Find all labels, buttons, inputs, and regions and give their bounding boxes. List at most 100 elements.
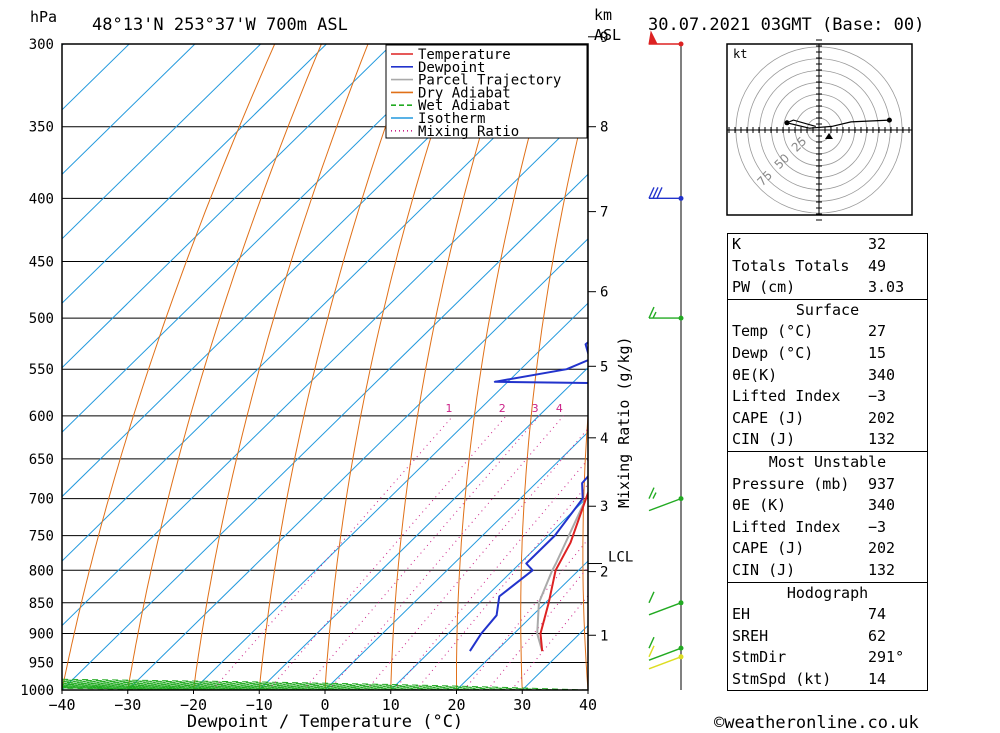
indices-value: −3 bbox=[868, 517, 887, 536]
isotherm-line bbox=[62, 44, 327, 304]
pressure-tick-label: 600 bbox=[29, 409, 54, 425]
wind-barb-half-feather bbox=[652, 311, 657, 319]
x-tick-label: −30 bbox=[114, 696, 141, 714]
height-tick-label: 9 bbox=[600, 30, 608, 46]
pressure-tick-label: 300 bbox=[29, 37, 54, 53]
indices-row: PW (cm) 3.03 bbox=[728, 277, 927, 299]
indices-label: EH bbox=[732, 605, 751, 624]
indices-row: Lifted Index −3 bbox=[728, 386, 927, 408]
wind-barb-feather bbox=[652, 187, 659, 199]
indices-label: Pressure (mb) bbox=[732, 474, 850, 493]
legend-entry: Isotherm bbox=[418, 111, 485, 127]
indices-row: StmSpd (kt) 14 bbox=[728, 669, 927, 691]
dry-adiabat-line bbox=[520, 92, 588, 690]
hodograph-end-dot bbox=[886, 117, 892, 123]
height-tick-label: 6 bbox=[600, 285, 608, 301]
isotherm-line bbox=[62, 44, 525, 498]
indices-section-title: Surface bbox=[795, 300, 860, 319]
x-tick-label: −40 bbox=[48, 696, 75, 714]
mixing-ratio-label: 3 bbox=[532, 402, 539, 415]
pressure-tick-label: 1000 bbox=[20, 683, 54, 699]
hodograph-unit-label: kt bbox=[733, 47, 747, 61]
dry-adiabat-line bbox=[969, 44, 1000, 690]
dry-adiabat-line bbox=[62, 44, 276, 690]
legend-entry: Mixing Ratio bbox=[418, 124, 519, 140]
indices-section-title: Hodograph bbox=[786, 583, 869, 602]
indices-label: PW (cm) bbox=[732, 278, 796, 297]
indices-row: θE(K) 340 bbox=[728, 365, 927, 387]
isotherm-line bbox=[456, 560, 588, 690]
pressure-tick-label: 850 bbox=[29, 596, 54, 612]
height-tick-label: 5 bbox=[600, 359, 608, 375]
pressure-tick-label: 750 bbox=[29, 529, 54, 545]
wet-adiabat-line bbox=[62, 681, 483, 690]
x-axis-label: Dewpoint / Temperature (°C) bbox=[187, 712, 463, 732]
wind-barb-staff bbox=[648, 497, 682, 512]
x-tick-label: 0 bbox=[320, 696, 329, 714]
indices-value: 937 bbox=[868, 474, 896, 493]
mixing-ratio-label: 16 bbox=[680, 402, 694, 415]
wind-barb-feather bbox=[648, 645, 655, 658]
mixing-ratio-label: 10 bbox=[634, 402, 648, 415]
indices-row: Dewp (°C) 15 bbox=[728, 343, 927, 365]
indices-label: StmDir bbox=[732, 648, 787, 667]
indices-row: CAPE (J) 202 bbox=[728, 408, 927, 430]
mixing-ratio-label: 4 bbox=[556, 402, 563, 415]
valid-time-title: 30.07.2021 03GMT (Base: 00) bbox=[648, 15, 924, 35]
isotherm-line bbox=[62, 44, 196, 176]
wind-barb-half-feather bbox=[652, 492, 657, 499]
dry-adiabat-line bbox=[582, 409, 588, 690]
height-tick-label: 2 bbox=[600, 565, 608, 581]
indices-value: 132 bbox=[868, 560, 896, 579]
wet-adiabat-line bbox=[62, 680, 536, 690]
pressure-tick-label: 450 bbox=[29, 255, 54, 271]
x-tick-label: 30 bbox=[513, 696, 531, 714]
legend-entry: Wet Adiabat bbox=[418, 98, 511, 114]
wind-barb-feather bbox=[648, 306, 655, 319]
x-tick-label: −10 bbox=[246, 696, 273, 714]
chart-header: hPa 48°13'N 253°37'W 700m ASL km ASL 30.… bbox=[30, 6, 924, 44]
indices-row: Totals Totals 49 bbox=[728, 256, 927, 278]
isotherm-line bbox=[62, 173, 588, 690]
indices-label: θE(K) bbox=[732, 365, 778, 384]
x-tick-label: 20 bbox=[447, 696, 465, 714]
wind-barb-feather bbox=[648, 487, 655, 499]
legend-entry: Temperature bbox=[418, 47, 511, 63]
wind-barb-feather bbox=[648, 187, 655, 199]
height-unit-label-asl: ASL bbox=[594, 26, 621, 44]
indices-row: Temp (°C) 27 bbox=[728, 321, 927, 343]
dry-adiabat-line bbox=[193, 44, 369, 690]
indices-table-bottom bbox=[728, 690, 927, 692]
pressure-tick-label: 650 bbox=[29, 452, 54, 468]
dewpoint-line bbox=[469, 341, 588, 652]
temperature-line bbox=[539, 490, 588, 652]
pressure-tick-label: 550 bbox=[29, 362, 54, 378]
wet-adiabat-line bbox=[62, 681, 510, 690]
indices-value: 74 bbox=[868, 605, 887, 624]
indices-label: K bbox=[732, 235, 742, 253]
indices-row: θE (K) 340 bbox=[728, 495, 927, 517]
mixing-ratio-line bbox=[393, 458, 588, 690]
indices-label: Dewp (°C) bbox=[732, 343, 814, 362]
isotherm-line bbox=[62, 44, 262, 240]
indices-section-header: Surface bbox=[728, 298, 927, 322]
indices-label: Lifted Index bbox=[732, 387, 841, 406]
dry-adiabat-line bbox=[127, 44, 322, 690]
x-tick-label: 10 bbox=[382, 696, 400, 714]
indices-value: 202 bbox=[868, 408, 896, 427]
mixing-ratio-line bbox=[328, 415, 564, 690]
indices-row: K 32 bbox=[728, 234, 927, 256]
isotherm-line bbox=[62, 44, 588, 562]
indices-label: CAPE (J) bbox=[732, 539, 805, 558]
hodograph-dot bbox=[784, 120, 790, 126]
indices-label: SREH bbox=[732, 626, 769, 645]
pressure-unit-label: hPa bbox=[30, 8, 57, 26]
indices-label: Temp (°C) bbox=[732, 322, 814, 341]
footer-credit: ©weatheronline.co.uk bbox=[714, 713, 919, 733]
indices-table: K 32 Totals Totals 49 PW (cm) 3.03 Surface Temp… bbox=[727, 233, 928, 692]
height-tick-label: 8 bbox=[600, 120, 608, 136]
skewt-axes: 3003504004505005506006507007508008509009… bbox=[20, 30, 633, 732]
